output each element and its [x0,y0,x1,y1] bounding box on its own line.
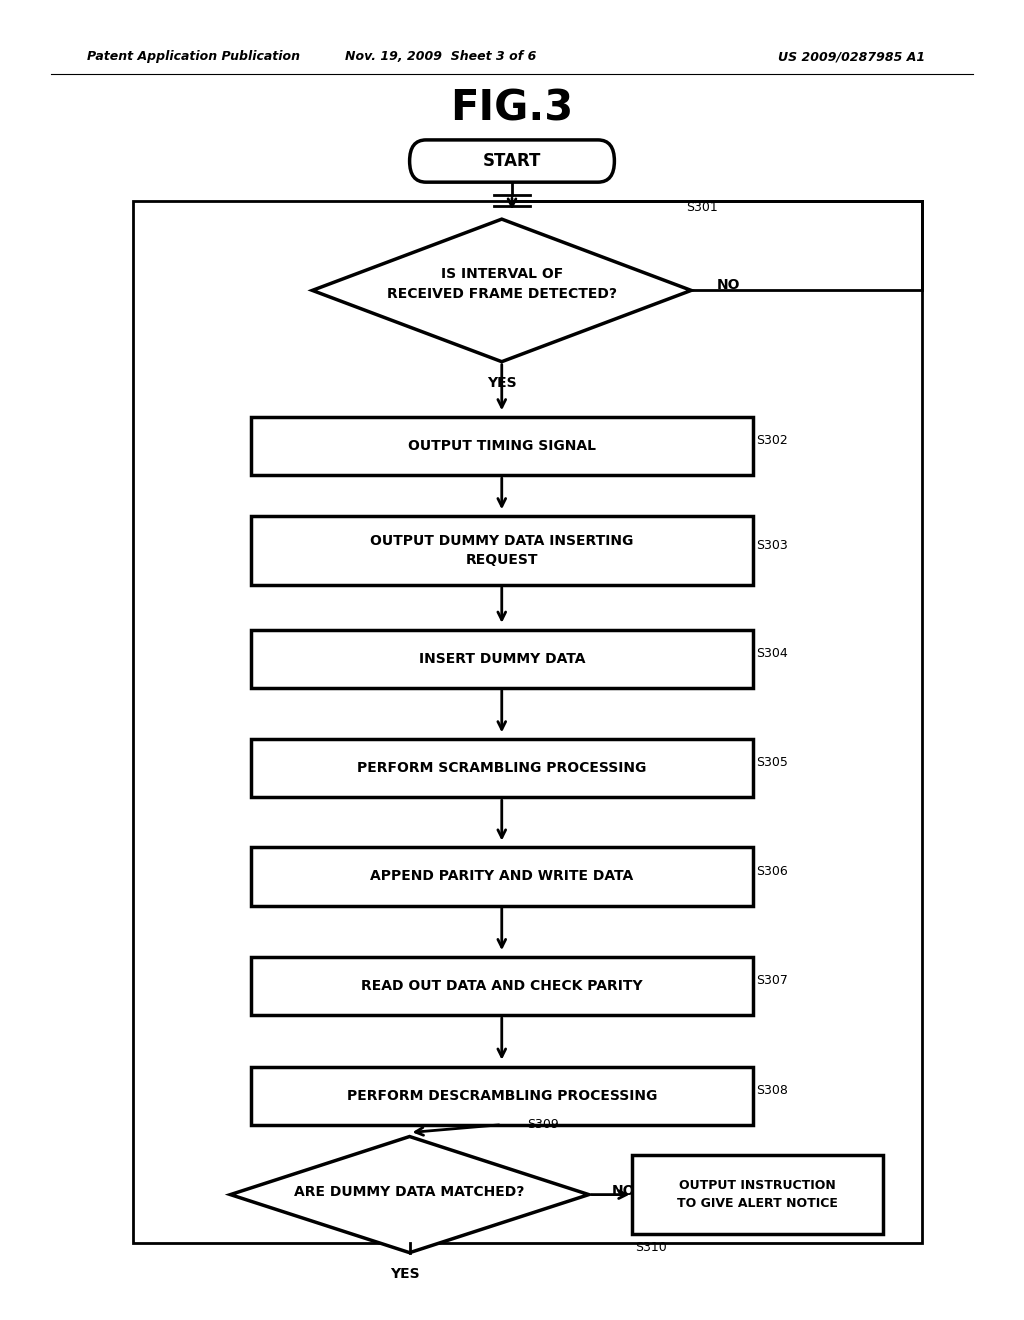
Bar [133,201,922,1243]
Text: INSERT DUMMY DATA: INSERT DUMMY DATA [419,652,585,665]
Bar [251,417,753,475]
Text: Nov. 19, 2009  Sheet 3 of 6: Nov. 19, 2009 Sheet 3 of 6 [345,50,536,63]
Bar [251,739,753,797]
Text: S309: S309 [527,1118,559,1131]
FancyBboxPatch shape [410,140,614,182]
Text: S303: S303 [756,539,787,552]
Text: FIG.3: FIG.3 [451,87,573,129]
Text: IS INTERVAL OF
RECEIVED FRAME DETECTED?: IS INTERVAL OF RECEIVED FRAME DETECTED? [387,267,616,301]
Text: S304: S304 [756,647,787,660]
Text: Patent Application Publication: Patent Application Publication [87,50,300,63]
Text: YES: YES [390,1267,419,1280]
Text: OUTPUT DUMMY DATA INSERTING
REQUEST: OUTPUT DUMMY DATA INSERTING REQUEST [370,535,634,566]
Text: START: START [482,152,542,170]
Text: OUTPUT TIMING SIGNAL: OUTPUT TIMING SIGNAL [408,440,596,453]
Polygon shape [230,1137,589,1253]
Bar [251,957,753,1015]
Text: READ OUT DATA AND CHECK PARITY: READ OUT DATA AND CHECK PARITY [360,979,643,993]
Text: S305: S305 [756,756,787,770]
Text: S308: S308 [756,1084,787,1097]
Text: NO: NO [611,1184,635,1197]
Bar [251,847,753,906]
Polygon shape [312,219,691,362]
Text: YES: YES [487,376,516,389]
Text: ARE DUMMY DATA MATCHED?: ARE DUMMY DATA MATCHED? [295,1185,524,1199]
Text: PERFORM DESCRAMBLING PROCESSING: PERFORM DESCRAMBLING PROCESSING [346,1089,657,1102]
Text: OUTPUT INSTRUCTION
TO GIVE ALERT NOTICE: OUTPUT INSTRUCTION TO GIVE ALERT NOTICE [677,1179,839,1210]
Text: NO: NO [717,279,740,292]
Text: APPEND PARITY AND WRITE DATA: APPEND PARITY AND WRITE DATA [370,870,634,883]
Text: S306: S306 [756,865,787,878]
Text: PERFORM SCRAMBLING PROCESSING: PERFORM SCRAMBLING PROCESSING [357,762,646,775]
Text: S310: S310 [635,1241,668,1254]
Text: S301: S301 [686,201,718,214]
Text: S302: S302 [756,434,787,447]
Bar [251,516,753,585]
Text: US 2009/0287985 A1: US 2009/0287985 A1 [778,50,926,63]
Bar [632,1155,883,1234]
Bar [251,1067,753,1125]
Bar [251,630,753,688]
Text: S307: S307 [756,974,787,987]
